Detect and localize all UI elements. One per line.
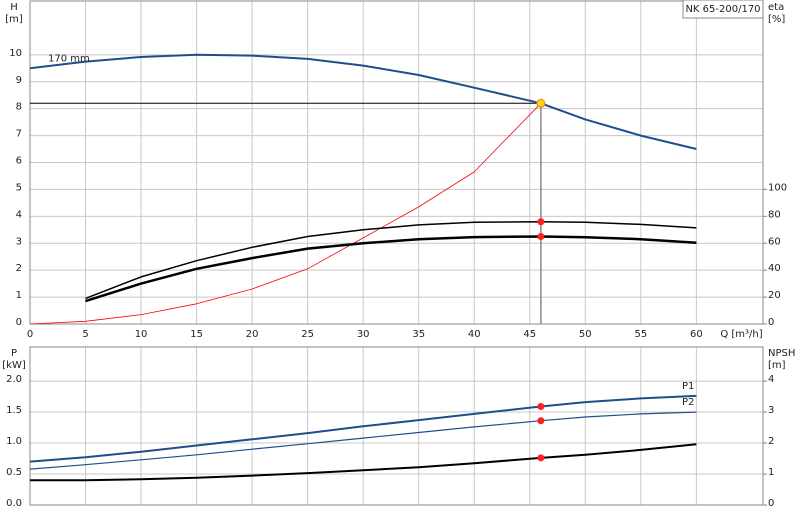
- y2-tick-label: 3: [768, 405, 774, 416]
- series-label: 170 mm: [48, 53, 90, 64]
- y2-tick-label: 80: [768, 209, 781, 220]
- x-tick-label: 60: [690, 329, 703, 340]
- plot-frame: [29, 0, 764, 325]
- y2-axis-unit: [%]: [768, 14, 785, 25]
- x-tick-label: 40: [468, 329, 481, 340]
- y2-tick-label: 20: [768, 290, 781, 301]
- duty-marker: [537, 218, 545, 226]
- x-tick-label: 25: [301, 329, 314, 340]
- y-tick-label: 7: [16, 129, 22, 140]
- y2-tick-label: 40: [768, 263, 781, 274]
- y2-tick-label: 4: [768, 374, 774, 385]
- y-tick-label: 0: [16, 317, 22, 328]
- duty-marker: [537, 233, 545, 241]
- y2-tick-label: 100: [768, 182, 787, 193]
- y-axis-unit: [kW]: [2, 360, 26, 371]
- y-tick-label: 0.5: [6, 467, 22, 478]
- y2-tick-label: 1: [768, 467, 774, 478]
- y-tick-label: 3: [16, 236, 22, 247]
- y-tick-label: 5: [16, 182, 22, 193]
- y-tick-label: 4: [16, 209, 22, 220]
- series-label: P1: [682, 381, 694, 392]
- duty-marker: [537, 402, 545, 410]
- y-tick-label: 10: [9, 48, 22, 59]
- curve: [30, 443, 697, 482]
- x-tick-label: 10: [135, 329, 148, 340]
- duty-point: [536, 98, 546, 108]
- y2-axis-unit: [m]: [768, 360, 786, 371]
- x-tick-label: 20: [246, 329, 259, 340]
- series-label: P2: [682, 397, 694, 408]
- curve: [29, 394, 697, 463]
- chart-title: NK 65-200/170: [685, 4, 760, 15]
- x-tick-label: 35: [412, 329, 425, 340]
- y-tick-label: 1.5: [6, 405, 22, 416]
- y2-axis-label: eta: [768, 2, 784, 13]
- x-tick-label: 0: [27, 329, 33, 340]
- y-tick-label: 8: [16, 102, 22, 113]
- y-tick-label: 1.0: [6, 436, 22, 447]
- y2-axis-label: NPSH: [768, 348, 795, 359]
- x-tick-label: 55: [634, 329, 647, 340]
- curve: [29, 103, 542, 325]
- x-axis-label: Q [m³/h]: [720, 329, 762, 340]
- y-axis-label: P: [11, 348, 17, 359]
- y2-tick-label: 0: [768, 498, 774, 509]
- x-tick-label: 45: [523, 329, 536, 340]
- curve: [29, 411, 697, 470]
- y2-tick-label: 2: [768, 436, 774, 447]
- curve: [85, 235, 697, 303]
- duty-marker: [537, 454, 545, 462]
- x-tick-label: 15: [190, 329, 203, 340]
- y-axis-label: H: [10, 2, 18, 13]
- curve: [85, 220, 697, 300]
- duty-marker: [537, 417, 545, 425]
- curve: [29, 53, 697, 150]
- y-axis-unit: [m]: [5, 14, 23, 25]
- y-tick-label: 2.0: [6, 374, 22, 385]
- y-tick-label: 2: [16, 263, 22, 274]
- x-tick-label: 50: [579, 329, 592, 340]
- y2-tick-label: 60: [768, 236, 781, 247]
- y-tick-label: 1: [16, 290, 22, 301]
- y-tick-label: 9: [16, 75, 22, 86]
- x-tick-label: 30: [357, 329, 370, 340]
- y2-tick-label: 0: [768, 317, 774, 328]
- title-box: [682, 0, 764, 19]
- plot-frame: [29, 346, 764, 506]
- y-tick-label: 6: [16, 156, 22, 167]
- y-tick-label: 0.0: [6, 498, 22, 509]
- x-tick-label: 5: [82, 329, 88, 340]
